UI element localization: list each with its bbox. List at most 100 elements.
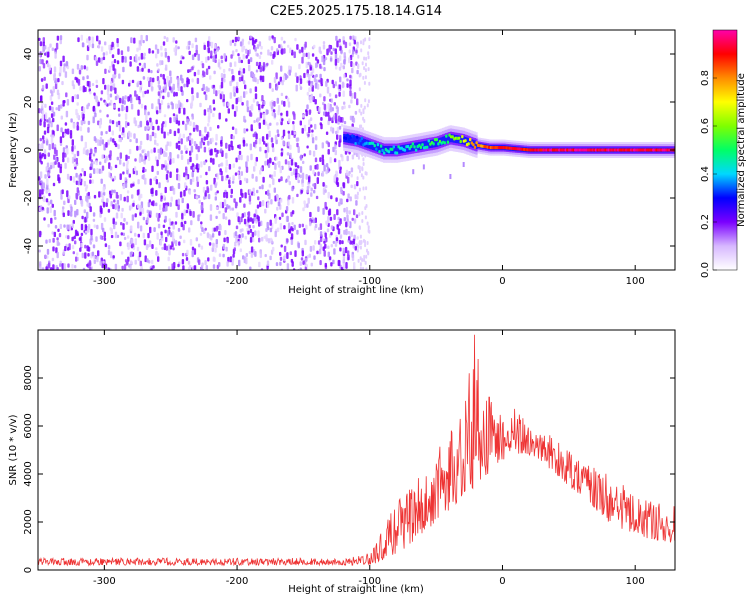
noise-cell bbox=[216, 172, 219, 180]
noise-cell bbox=[312, 183, 315, 187]
noise-cell bbox=[67, 263, 70, 268]
noise-cell bbox=[180, 86, 183, 92]
noise-cell bbox=[109, 137, 113, 142]
noise-cell bbox=[66, 99, 70, 106]
noise-cell bbox=[129, 251, 133, 258]
noise-cell bbox=[347, 176, 350, 184]
noise-cell bbox=[124, 95, 127, 100]
noise-cell bbox=[366, 103, 369, 108]
noise-cell bbox=[333, 248, 336, 255]
noise-cell bbox=[308, 253, 311, 258]
noise-cell bbox=[39, 189, 42, 196]
noise-cell bbox=[83, 65, 86, 70]
noise-cell bbox=[163, 243, 167, 251]
noise-cell bbox=[347, 222, 350, 227]
noise-cell bbox=[364, 68, 367, 73]
noise-cell bbox=[235, 225, 239, 230]
noise-cell bbox=[62, 147, 66, 154]
noise-cell bbox=[317, 227, 321, 231]
noise-cell bbox=[59, 136, 63, 144]
spectrogram-noise-region bbox=[38, 34, 371, 270]
noise-cell bbox=[139, 140, 143, 146]
noise-cell bbox=[253, 141, 256, 147]
noise-cell bbox=[281, 79, 284, 86]
colorbar-tick-label: 0.8 bbox=[700, 70, 711, 86]
noise-cell bbox=[157, 256, 160, 262]
noise-cell bbox=[223, 192, 226, 198]
noise-cell bbox=[200, 161, 203, 168]
noise-cell bbox=[180, 150, 183, 155]
noise-cell bbox=[323, 250, 326, 257]
noise-cell bbox=[66, 190, 69, 198]
noise-cell bbox=[335, 113, 338, 120]
noise-cell bbox=[279, 223, 283, 230]
noise-cell bbox=[59, 60, 63, 67]
spectrogram-x-label: Height of straight line (km) bbox=[288, 285, 424, 296]
noise-cell bbox=[76, 121, 79, 126]
noise-cell bbox=[280, 152, 283, 157]
noise-cell bbox=[269, 255, 272, 261]
noise-cell bbox=[48, 117, 51, 124]
noise-cell bbox=[313, 44, 316, 49]
noise-cell bbox=[99, 260, 102, 266]
noise-cell bbox=[256, 44, 260, 49]
noise-cell bbox=[148, 260, 151, 264]
noise-cell bbox=[60, 115, 63, 120]
ridge-cell bbox=[440, 137, 443, 146]
noise-cell bbox=[287, 222, 291, 230]
noise-cell bbox=[300, 257, 304, 261]
noise-cell bbox=[136, 66, 140, 72]
noise-cell bbox=[86, 263, 89, 267]
noise-cell bbox=[228, 219, 231, 226]
noise-cell bbox=[302, 260, 306, 265]
noise-cell bbox=[245, 178, 249, 184]
noise-cell bbox=[134, 232, 137, 237]
noise-cell bbox=[290, 258, 294, 263]
ridge-cell bbox=[424, 140, 427, 149]
noise-cell bbox=[333, 158, 337, 163]
noise-cell bbox=[117, 120, 121, 126]
noise-cell bbox=[38, 230, 42, 238]
noise-cell bbox=[100, 207, 103, 214]
noise-cell bbox=[304, 239, 307, 246]
noise-cell bbox=[183, 107, 186, 115]
ridge-cell bbox=[352, 135, 355, 144]
noise-cell bbox=[238, 166, 241, 170]
noise-cell bbox=[269, 219, 272, 226]
noise-cell bbox=[88, 195, 91, 200]
noise-cell bbox=[234, 36, 238, 43]
noise-cell bbox=[258, 138, 262, 145]
noise-cell bbox=[40, 78, 44, 82]
noise-cell bbox=[61, 263, 64, 270]
noise-cell bbox=[360, 48, 363, 53]
noise-cell bbox=[67, 210, 70, 216]
noise-cell bbox=[244, 84, 247, 90]
noise-cell bbox=[122, 183, 125, 190]
noise-cell bbox=[341, 240, 344, 245]
noise-cell bbox=[144, 90, 147, 95]
ridge-cell bbox=[379, 144, 383, 153]
noise-cell bbox=[95, 59, 99, 66]
noise-cell bbox=[177, 263, 180, 268]
noise-cell bbox=[310, 83, 313, 88]
noise-cell bbox=[58, 233, 62, 238]
noise-cell bbox=[319, 157, 322, 162]
noise-cell bbox=[116, 199, 120, 205]
noise-cell bbox=[102, 56, 106, 61]
noise-cell bbox=[322, 207, 325, 215]
noise-cell bbox=[163, 195, 166, 199]
noise-cell bbox=[55, 247, 58, 254]
noise-cell bbox=[255, 133, 258, 140]
noise-cell bbox=[41, 142, 44, 149]
noise-cell bbox=[151, 244, 154, 249]
noise-cell bbox=[367, 225, 370, 230]
noise-cell bbox=[319, 93, 322, 98]
noise-cell bbox=[126, 190, 130, 194]
noise-cell bbox=[107, 245, 111, 250]
noise-cell bbox=[193, 71, 197, 77]
noise-cell bbox=[61, 189, 64, 195]
ridge-cell bbox=[427, 140, 430, 149]
noise-cell bbox=[322, 44, 326, 50]
noise-cell bbox=[150, 80, 153, 87]
